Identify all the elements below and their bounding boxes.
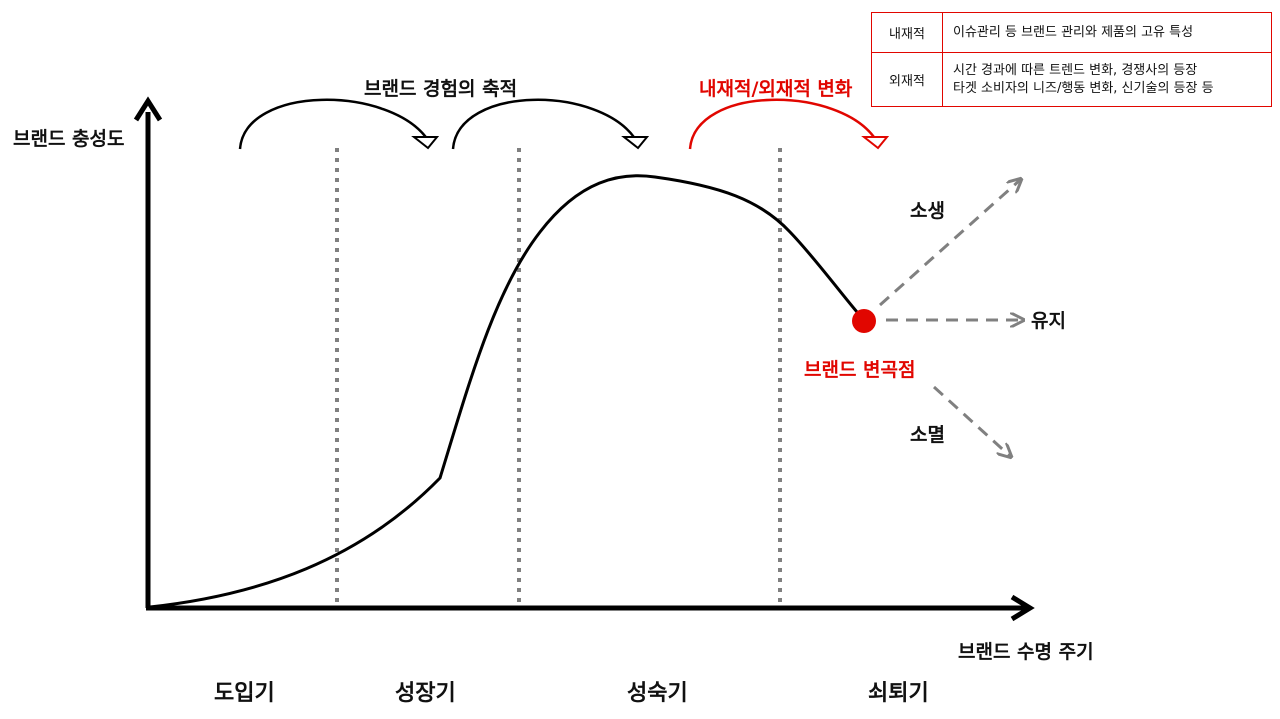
legend-desc-external: 시간 경과에 따른 트렌드 변화, 경쟁사의 등장 타겟 소비자의 니즈/행동 … xyxy=(942,52,1272,107)
change-label: 내재적/외재적 변화 xyxy=(699,78,853,100)
stage-label-maturity: 성숙기 xyxy=(627,681,688,706)
legend-row-internal: 내재적 이슈관리 등 브랜드 관리와 제품의 고유 특성 xyxy=(871,12,1272,53)
revival-label: 소생 xyxy=(910,200,945,222)
change-arc xyxy=(688,98,878,150)
x-axis-arrowhead xyxy=(1010,594,1035,622)
experience-arc-1 xyxy=(238,98,430,150)
legend-key-internal: 내재적 xyxy=(871,12,943,53)
maintain-label: 유지 xyxy=(1031,310,1066,332)
y-axis-label: 브랜드 충성도 xyxy=(13,128,125,150)
experience-label: 브랜드 경험의 축적 xyxy=(364,78,518,100)
x-axis-label: 브랜드 수명 주기 xyxy=(958,641,1094,663)
experience-arc-1-arrowhead xyxy=(411,136,440,150)
y-axis-arrowhead xyxy=(133,96,163,122)
legend-desc-internal-line-1: 이슈관리 등 브랜드 관리와 제품의 고유 특성 xyxy=(953,24,1194,40)
stage-label-decline: 쇠퇴기 xyxy=(868,681,929,706)
legend-key-external: 외재적 xyxy=(871,52,943,107)
stage-label-introduction: 도입기 xyxy=(214,681,275,706)
inflection-point-marker xyxy=(852,309,876,333)
legend-table: 내재적 이슈관리 등 브랜드 관리와 제품의 고유 특성 외재적 시간 경과에 … xyxy=(871,12,1272,107)
experience-arc-2 xyxy=(451,98,638,150)
inflection-label: 브랜드 변곡점 xyxy=(804,359,916,381)
legend-desc-external-line-1: 시간 경과에 따른 트렌드 변화, 경쟁사의 등장 xyxy=(953,62,1198,78)
extinction-arrow xyxy=(932,385,1010,456)
legend-desc-internal: 이슈관리 등 브랜드 관리와 제품의 고유 특성 xyxy=(942,12,1272,53)
lifecycle-curve xyxy=(149,174,864,609)
experience-arc-2-arrowhead xyxy=(621,136,650,150)
revival-arrow xyxy=(879,180,1020,307)
legend-desc-external-line-2: 타겟 소비자의 니즈/행동 변화, 신기술의 등장 등 xyxy=(953,80,1214,96)
legend-row-external: 외재적 시간 경과에 따른 트렌드 변화, 경쟁사의 등장 타겟 소비자의 니즈… xyxy=(871,52,1272,107)
extinction-label: 소멸 xyxy=(910,424,945,446)
change-arc-arrowhead xyxy=(861,136,890,150)
stage-label-growth: 성장기 xyxy=(395,681,456,706)
